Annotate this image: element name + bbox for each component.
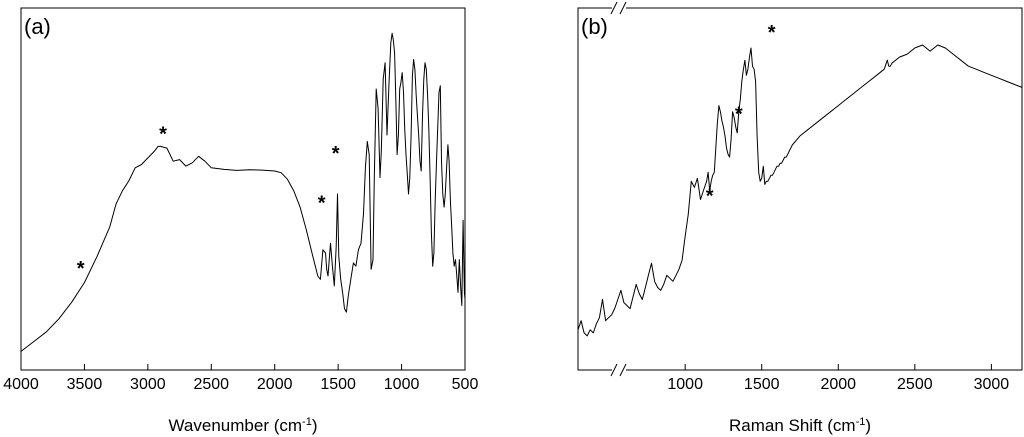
panel-label-b: (b) (581, 14, 608, 39)
panel-a: 4000 3500 3000 2500 2000 1500 1000 500 * * * * (a)… (3, 7, 478, 435)
spectrum-line-a (20, 32, 466, 352)
x-tick-label: 2500 (897, 376, 933, 393)
x-tick-label: 1000 (667, 376, 703, 393)
peak-marker: * (768, 22, 776, 44)
peak-marker: * (706, 185, 714, 207)
peak-marker: * (77, 258, 85, 280)
x-axis-title-a: Wavenumber (cm-1) (169, 416, 318, 435)
peak-markers-a: * * * * (77, 123, 340, 279)
x-tick-label: 2000 (257, 376, 293, 393)
x-tick-label: 1500 (744, 376, 780, 393)
peak-markers-b: * * * (706, 22, 776, 208)
x-tick-label: 1000 (384, 376, 420, 393)
axis-break-bottom (610, 363, 627, 377)
panel-b: 1000 1500 2000 2500 3000 * * * (b) Raman Shift… (577, 1, 1023, 435)
plot-frame-a (20, 7, 466, 371)
axis-break-top (610, 1, 627, 15)
x-ticks-a: 4000 3500 3000 2500 2000 1500 1000 500 (3, 364, 478, 393)
peak-marker: * (735, 104, 743, 126)
x-ticks-b: 1000 1500 2000 2500 3000 (667, 364, 1009, 393)
x-tick-label: 3000 (974, 376, 1010, 393)
peak-marker: * (159, 123, 167, 145)
x-tick-label: 1500 (320, 376, 356, 393)
peak-marker: * (332, 143, 340, 165)
x-tick-label: 2500 (193, 376, 229, 393)
x-tick-label: 2000 (820, 376, 856, 393)
x-axis-title-b: Raman Shift (cm-1) (729, 416, 871, 435)
x-tick-label: 500 (452, 376, 479, 393)
panel-label-a: (a) (24, 14, 51, 39)
spectrum-line-b (577, 44, 1023, 337)
x-tick-label: 3000 (130, 376, 166, 393)
x-tick-label: 4000 (3, 376, 39, 393)
plot-frame-b (577, 7, 1023, 371)
peak-marker: * (318, 192, 326, 214)
x-tick-label: 3500 (67, 376, 103, 393)
